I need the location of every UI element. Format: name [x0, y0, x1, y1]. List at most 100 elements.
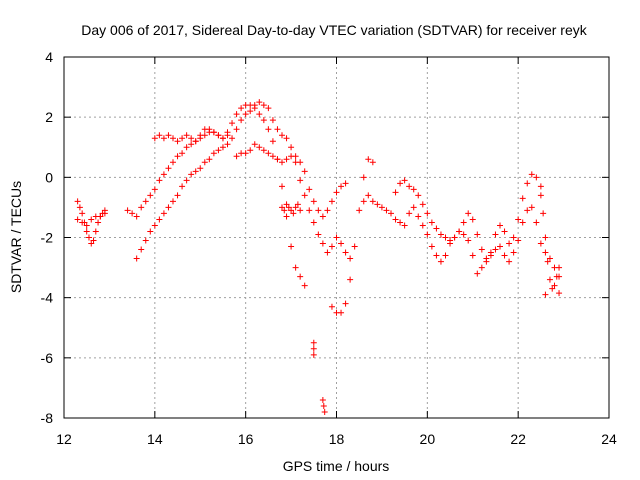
- data-point: [315, 207, 322, 214]
- data-point: [519, 219, 526, 226]
- data-point: [224, 141, 231, 148]
- data-point: [383, 207, 390, 214]
- x-tick-label: 18: [329, 431, 345, 447]
- data-point: [142, 237, 149, 244]
- data-point: [324, 207, 331, 214]
- data-point: [415, 213, 422, 220]
- data-point: [260, 102, 267, 109]
- data-point: [265, 105, 272, 112]
- data-point: [188, 135, 195, 142]
- data-point: [474, 231, 481, 238]
- data-point: [447, 237, 454, 244]
- data-point: [85, 234, 92, 241]
- data-point: [542, 234, 549, 241]
- data-point: [269, 117, 276, 124]
- data-point: [347, 255, 354, 262]
- data-point: [524, 180, 531, 187]
- data-point: [256, 144, 263, 151]
- data-point: [242, 150, 249, 157]
- data-point: [553, 273, 560, 280]
- data-point: [437, 258, 444, 265]
- data-point: [170, 159, 176, 166]
- data-point: [74, 216, 81, 223]
- data-point: [297, 177, 304, 184]
- data-point: [319, 213, 326, 220]
- data-point: [442, 234, 449, 241]
- data-point: [188, 171, 195, 178]
- data-point: [469, 216, 476, 223]
- data-point: [506, 240, 513, 247]
- data-point: [92, 228, 99, 235]
- data-point: [256, 99, 263, 106]
- y-tick-label: 4: [45, 49, 53, 65]
- data-point: [224, 129, 231, 136]
- data-point: [101, 210, 108, 217]
- data-point: [519, 195, 526, 202]
- data-point: [170, 198, 176, 205]
- series-arc-e: [151, 99, 354, 262]
- data-point: [506, 258, 513, 265]
- data-point: [428, 219, 435, 226]
- data-point: [401, 222, 408, 229]
- data-point: [347, 276, 354, 283]
- data-point: [524, 207, 531, 214]
- data-point: [142, 198, 149, 205]
- data-point: [460, 219, 467, 226]
- data-point: [160, 171, 167, 178]
- data-point: [83, 228, 90, 235]
- data-point: [192, 138, 199, 145]
- data-point: [197, 132, 204, 139]
- data-point: [501, 252, 508, 259]
- data-point: [415, 192, 422, 199]
- data-point: [328, 243, 335, 250]
- data-point: [215, 147, 222, 154]
- y-tick-label: 0: [45, 169, 53, 185]
- series-arc-m: [537, 192, 563, 292]
- data-point: [546, 276, 553, 283]
- data-point: [165, 204, 172, 211]
- data-point: [210, 129, 217, 136]
- data-point: [274, 126, 281, 133]
- data-point: [310, 219, 317, 226]
- data-point: [279, 159, 285, 166]
- data-point: [183, 177, 190, 184]
- data-point: [242, 111, 249, 118]
- data-point: [310, 339, 317, 346]
- x-tick-label: 20: [420, 431, 436, 447]
- data-point: [279, 183, 285, 190]
- y-tick-label: -8: [41, 410, 54, 426]
- data-point: [88, 216, 95, 223]
- y-tick-label: -6: [41, 350, 54, 366]
- data-point: [528, 204, 535, 211]
- series-arc-f: [233, 141, 349, 220]
- data-point: [294, 201, 301, 208]
- data-point: [174, 153, 181, 160]
- data-point: [83, 222, 90, 229]
- data-point: [247, 147, 254, 154]
- data-point: [129, 210, 136, 217]
- data-point: [419, 201, 426, 208]
- data-point: [515, 237, 522, 244]
- data-point: [456, 228, 463, 235]
- data-point: [238, 105, 245, 112]
- data-point: [147, 228, 154, 235]
- data-point: [397, 219, 404, 226]
- data-point: [406, 210, 413, 217]
- chart-title: Day 006 of 2017, Sidereal Day-to-day VTE…: [81, 22, 587, 38]
- data-point: [533, 174, 540, 181]
- data-point: [542, 249, 549, 256]
- data-point: [288, 207, 295, 214]
- data-point: [288, 243, 295, 250]
- data-point: [192, 168, 199, 175]
- data-point: [419, 222, 426, 229]
- data-point: [492, 231, 499, 238]
- data-point: [310, 351, 317, 358]
- data-point: [465, 210, 472, 217]
- data-point: [256, 111, 263, 118]
- data-point: [165, 165, 172, 172]
- x-tick-label: 14: [147, 431, 163, 447]
- data-point: [487, 249, 494, 256]
- data-point: [281, 207, 288, 214]
- data-point: [301, 282, 308, 289]
